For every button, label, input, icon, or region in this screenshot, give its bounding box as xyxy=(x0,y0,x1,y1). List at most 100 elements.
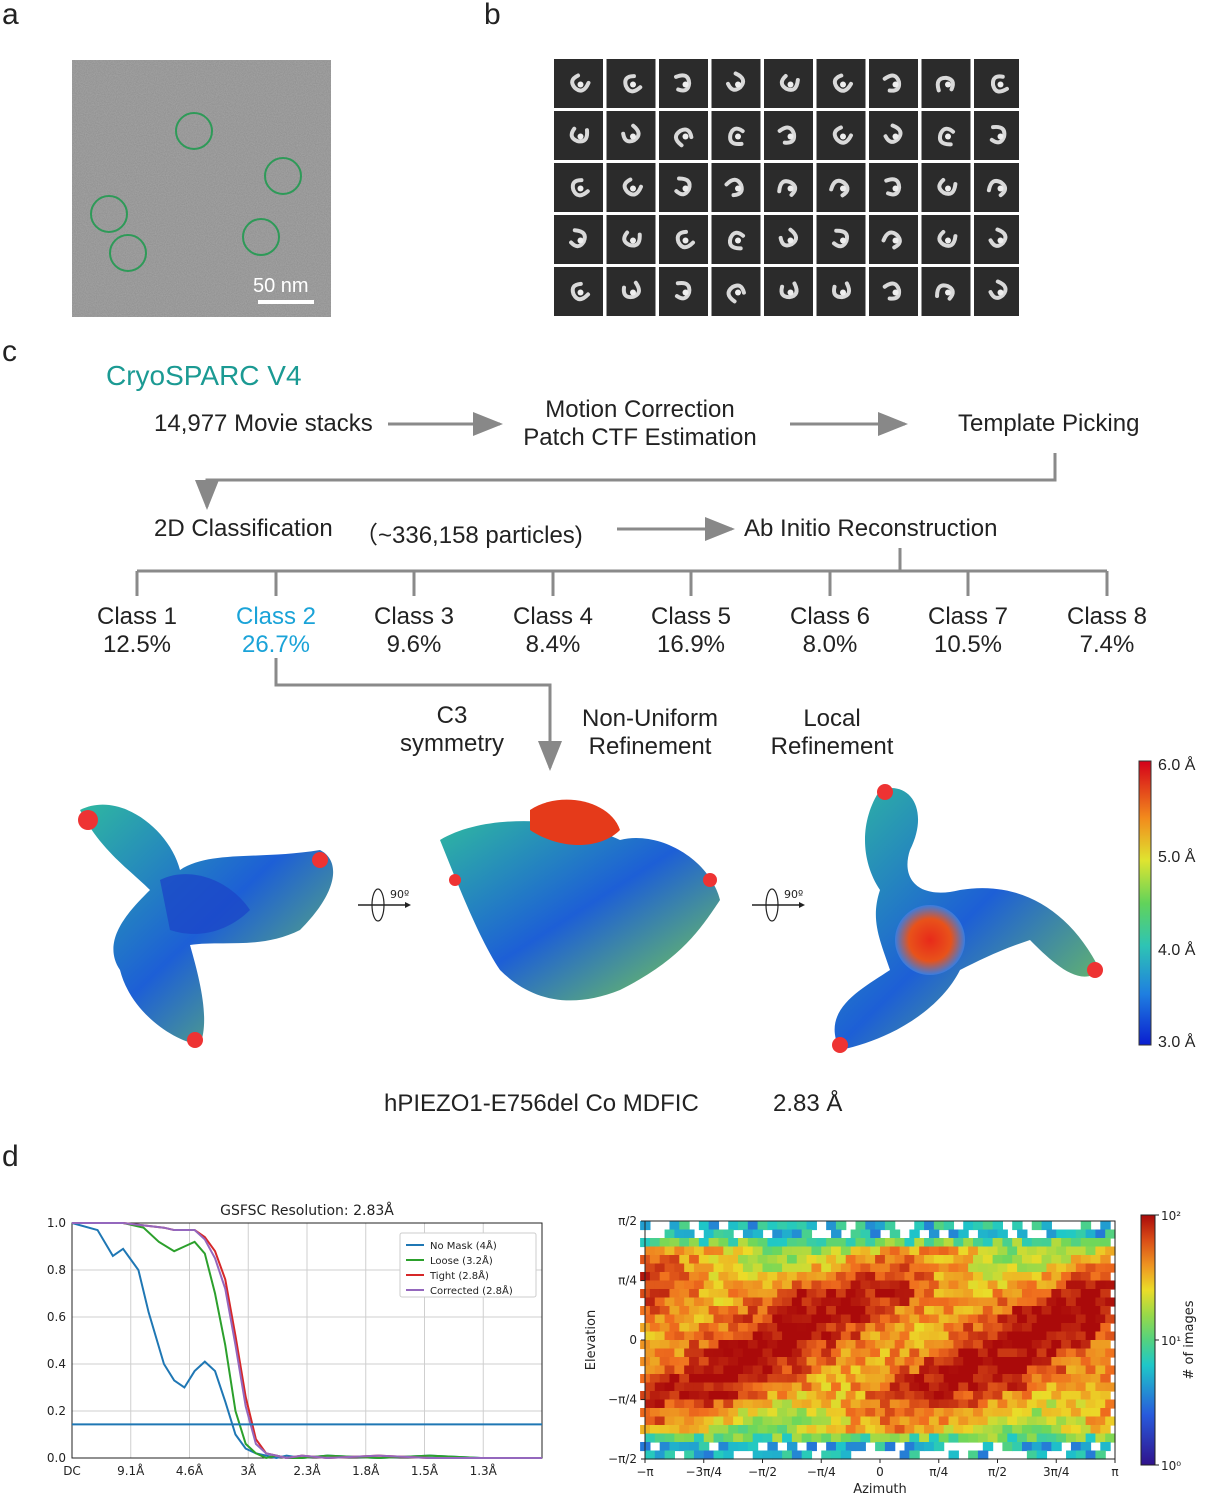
colorbar-label-5: 5.0 Å xyxy=(1158,849,1196,866)
c3-symmetry-label: C3 symmetry xyxy=(372,702,532,758)
heatmap-cell xyxy=(889,1382,901,1392)
heatmap-cell xyxy=(963,1425,974,1435)
heatmap-cell xyxy=(791,1433,803,1443)
heatmap-cell xyxy=(708,1391,720,1401)
heatmap-cell xyxy=(1031,1221,1043,1231)
heatmap-cell xyxy=(733,1399,744,1409)
density-map-top-view xyxy=(78,804,334,1048)
heatmap-cell xyxy=(777,1340,788,1350)
heatmap-cell xyxy=(1066,1433,1077,1443)
heatmap-cell xyxy=(684,1229,695,1239)
heatmap-cell xyxy=(806,1323,817,1333)
heatmap-cell xyxy=(1031,1391,1043,1401)
heatmap-cell xyxy=(757,1238,768,1248)
heatmap-cell xyxy=(1051,1272,1062,1282)
heatmap-cell xyxy=(943,1357,955,1367)
heatmap-cell xyxy=(723,1450,734,1460)
heatmap-cell xyxy=(1041,1442,1052,1452)
class-average-tile xyxy=(606,267,656,316)
heatmap-cell xyxy=(953,1425,964,1435)
heatmap-cell xyxy=(659,1306,671,1316)
heatmap-cell xyxy=(708,1255,720,1265)
class-averages-grid xyxy=(553,58,1023,319)
heatmap-cell xyxy=(791,1416,803,1426)
heatmap-cell xyxy=(924,1442,935,1452)
heatmap-cell xyxy=(777,1255,788,1265)
heatmap-cell xyxy=(752,1331,764,1341)
heatmap-cell xyxy=(654,1382,666,1392)
heatmap-cell xyxy=(968,1246,979,1256)
heatmap-cell xyxy=(924,1272,935,1282)
heatmap-cell xyxy=(1080,1255,1092,1265)
heatmap-cell xyxy=(914,1391,925,1401)
heatmap-cell xyxy=(728,1408,739,1418)
heatmap-cell xyxy=(904,1408,915,1418)
y-tick-label: 1.0 xyxy=(47,1216,66,1230)
heatmap-cell xyxy=(968,1433,979,1443)
map-resolution: 2.83 Å xyxy=(773,1090,843,1117)
class-average-tile xyxy=(764,59,813,108)
heatmap-cell xyxy=(684,1399,695,1409)
heatmap-cell xyxy=(796,1374,808,1384)
heatmap-cell xyxy=(752,1416,764,1426)
heatmap-cell xyxy=(669,1255,680,1265)
heatmap-cell xyxy=(1085,1229,1097,1239)
heatmap-cell xyxy=(1070,1238,1082,1248)
heatmap-cell xyxy=(1012,1221,1023,1231)
heatmap-cell xyxy=(767,1374,778,1384)
heatmap-cell xyxy=(762,1263,773,1273)
heatmap-cell xyxy=(708,1238,720,1248)
heatmap-cell xyxy=(982,1391,994,1401)
heatmap-cell xyxy=(693,1331,705,1341)
heatmap-cell xyxy=(1056,1263,1067,1273)
heatmap-cell xyxy=(992,1272,1003,1282)
heatmap-cell xyxy=(1046,1263,1057,1273)
heatmap-cell xyxy=(1075,1297,1087,1307)
heatmap-cell xyxy=(703,1382,715,1392)
heatmap-cell xyxy=(801,1314,813,1324)
heatmap-cell xyxy=(938,1416,950,1426)
x-tick-label: 9.1Å xyxy=(117,1463,145,1478)
heatmap-cell xyxy=(1075,1280,1087,1290)
heatmap-cell xyxy=(884,1374,896,1384)
heatmap-cell xyxy=(1051,1391,1062,1401)
heatmap-cell xyxy=(659,1323,671,1333)
heatmap-cell xyxy=(997,1365,1008,1375)
heatmap-cell xyxy=(772,1331,783,1341)
heatmap-cell xyxy=(977,1433,989,1443)
heatmap-cell xyxy=(659,1408,671,1418)
heatmap-cell xyxy=(884,1340,896,1350)
x-tick-label: −3π/4 xyxy=(685,1465,722,1479)
heatmap-cell xyxy=(654,1399,666,1409)
class-average-tile xyxy=(659,163,708,212)
heatmap-cell xyxy=(703,1433,715,1443)
heatmap-cell xyxy=(889,1416,901,1426)
heatmap-cell xyxy=(786,1340,798,1350)
heatmap-cell xyxy=(1021,1272,1033,1282)
heatmap-cell xyxy=(693,1280,705,1290)
heatmap-cell xyxy=(1046,1229,1057,1239)
heatmap-cell xyxy=(816,1391,827,1401)
heatmap-cell xyxy=(1080,1306,1092,1316)
heatmap-cell xyxy=(875,1391,886,1401)
heatmap-cell xyxy=(865,1289,876,1299)
heatmap-cell xyxy=(1061,1391,1072,1401)
heatmap-cell xyxy=(919,1348,930,1358)
heatmap-cell xyxy=(1046,1348,1057,1358)
heatmap-cell xyxy=(1007,1365,1018,1375)
heatmap-cell xyxy=(718,1289,729,1299)
heatmap-cell xyxy=(738,1323,749,1333)
heatmap-cell xyxy=(933,1255,945,1265)
heatmap-cell xyxy=(757,1221,768,1231)
heatmap-cell xyxy=(713,1263,724,1273)
heatmap-cell xyxy=(1031,1374,1043,1384)
heatmap-cell xyxy=(796,1340,808,1350)
class-percentage: 12.5% xyxy=(102,631,172,658)
heatmap-cell xyxy=(889,1399,901,1409)
heatmap-cell xyxy=(772,1348,783,1358)
heatmap-cell xyxy=(664,1382,675,1392)
heatmap-cell xyxy=(914,1374,925,1384)
heatmap-cell xyxy=(884,1255,896,1265)
heatmap-cell xyxy=(728,1272,739,1282)
heatmap-cell xyxy=(958,1246,969,1256)
